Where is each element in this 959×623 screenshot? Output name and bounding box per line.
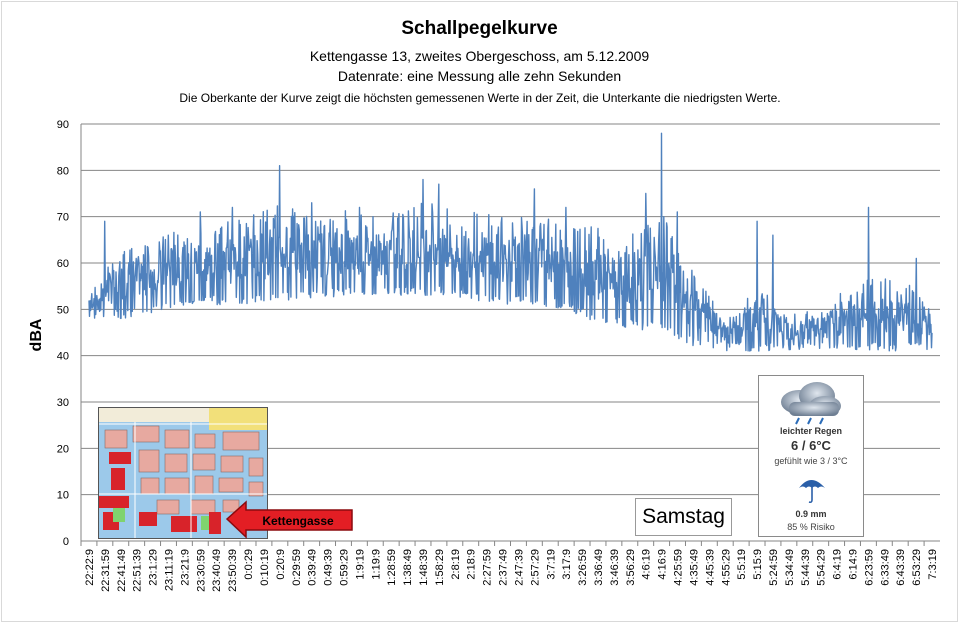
x-tick-label: 22:31:59 xyxy=(100,549,112,592)
x-tick-label: 6:23:59 xyxy=(863,549,875,586)
weather-risk: 85 % Risiko xyxy=(787,522,835,532)
weather-feels-like: gefühlt wie 3 / 3°C xyxy=(774,456,848,466)
x-tick-label: 3:36:49 xyxy=(593,549,605,586)
x-tick-label: 4:6:19 xyxy=(641,549,653,580)
x-tick-label: 7:3:19 xyxy=(927,549,939,580)
x-tick-label: 4:55:29 xyxy=(720,549,732,586)
y-tick-label: 90 xyxy=(57,119,69,131)
x-tick-label: 1:19:9 xyxy=(370,549,382,580)
x-tick-label: 1:9:19 xyxy=(354,549,366,580)
x-tick-label: 6:53:29 xyxy=(911,549,923,586)
x-tick-label: 5:54:29 xyxy=(816,549,828,586)
weather-condition: leichter Regen xyxy=(779,426,843,436)
weather-box: leichter Regen 6 / 6°C gefühlt wie 3 / 3… xyxy=(758,375,864,537)
x-tick-label: 1:28:59 xyxy=(386,549,398,586)
x-tick-label: 3:26:59 xyxy=(577,549,589,586)
y-tick-label: 80 xyxy=(57,165,69,177)
x-tick-label: 5:44:39 xyxy=(800,549,812,586)
x-tick-label: 23:30:59 xyxy=(195,549,207,592)
x-tick-label: 0:49:39 xyxy=(323,549,335,586)
y-tick-label: 10 xyxy=(57,490,69,502)
y-tick-label: 20 xyxy=(57,443,69,455)
x-tick-label: 2:37:49 xyxy=(498,549,510,586)
x-tick-label: 0:59:29 xyxy=(338,549,350,586)
x-tick-label: 23:1:29 xyxy=(148,549,160,586)
x-tick-label: 0:20:9 xyxy=(275,549,287,580)
y-tick-label: 60 xyxy=(57,258,69,270)
y-tick-label: 30 xyxy=(57,397,69,409)
chart-subtitle: Kettengasse 13, zweites Obergeschoss, am… xyxy=(309,48,650,64)
x-tick-label: 2:27:59 xyxy=(482,549,494,586)
x-tick-label: 23:50:39 xyxy=(227,549,239,592)
x-tick-label: 2:18:9 xyxy=(466,549,478,580)
x-tick-label: 23:21:9 xyxy=(179,549,191,586)
x-tick-label: 5:34:49 xyxy=(784,549,796,586)
y-tick-label: 50 xyxy=(57,304,69,316)
x-tick-label: 2:57:29 xyxy=(529,549,541,586)
x-tick-label: 0:39:49 xyxy=(307,549,319,586)
y-tick-label: 70 xyxy=(57,212,69,224)
x-tick-label: 23:11:19 xyxy=(163,549,175,591)
y-tick-label: 40 xyxy=(57,351,69,363)
x-tick-label: 5:15:9 xyxy=(752,549,764,580)
x-tick-label: 4:25:59 xyxy=(673,549,685,586)
chart-note: Die Oberkante der Kurve zeigt die höchst… xyxy=(179,91,781,105)
x-tick-label: 3:56:29 xyxy=(625,549,637,586)
x-tick-label: 23:40:49 xyxy=(211,549,223,592)
x-tick-label: 1:48:39 xyxy=(418,549,430,586)
chart-title: Schallpegelkurve xyxy=(401,18,558,39)
x-tick-label: 3:7:19 xyxy=(545,549,557,580)
x-tick-label: 1:58:29 xyxy=(434,549,446,586)
x-tick-label: 6:33:49 xyxy=(879,549,891,586)
x-tick-label: 6:14:9 xyxy=(848,549,860,580)
x-tick-label: 0:10:19 xyxy=(259,549,271,586)
weather-precipitation: 0.9 mm xyxy=(795,509,827,519)
chart-subtitle-datarate: Datenrate: eine Messung alle zehn Sekund… xyxy=(337,68,622,84)
x-tick-label: 4:45:39 xyxy=(704,549,716,586)
x-tick-label: 0:29:59 xyxy=(291,549,303,586)
weather-temperature: 6 / 6°C xyxy=(791,438,831,453)
map-inset xyxy=(98,407,268,539)
y-tick-label: 0 xyxy=(63,536,69,548)
cloud-rain-icon xyxy=(781,382,841,425)
x-tick-label: 6:43:39 xyxy=(895,549,907,586)
x-tick-label: 1:38:49 xyxy=(402,549,414,586)
x-tick-label: 2:8:19 xyxy=(450,549,462,580)
x-tick-label: 5:5:19 xyxy=(736,549,748,580)
x-tick-label: 0:0:29 xyxy=(243,549,255,580)
day-label: Samstag xyxy=(635,498,732,536)
x-tick-label: 22:51:39 xyxy=(132,549,144,592)
x-axis-ticks: 22:22:9 22:31:59 22:41:49 22:51:39 23:1:29 23… xyxy=(80,541,939,592)
x-tick-label: 5:24:59 xyxy=(768,549,780,586)
series-group xyxy=(88,132,933,352)
y-axis-ticks: 0 10 20 30 40 50 60 70 80 90 xyxy=(57,119,69,548)
x-tick-label: 4:16:9 xyxy=(657,549,669,580)
y-axis-label: dBA xyxy=(28,318,45,351)
x-tick-label: 4:35:49 xyxy=(688,549,700,586)
x-tick-label: 3:17:9 xyxy=(561,549,573,580)
x-tick-label: 22:22:9 xyxy=(84,549,96,586)
x-tick-label: 6:4:19 xyxy=(832,549,844,580)
series-line-dba xyxy=(88,132,933,352)
x-tick-label: 2:47:39 xyxy=(513,549,525,586)
x-tick-label: 22:41:49 xyxy=(116,549,128,592)
x-tick-label: 3:46:39 xyxy=(609,549,621,586)
map-image xyxy=(99,408,267,538)
umbrella-icon xyxy=(799,480,825,504)
